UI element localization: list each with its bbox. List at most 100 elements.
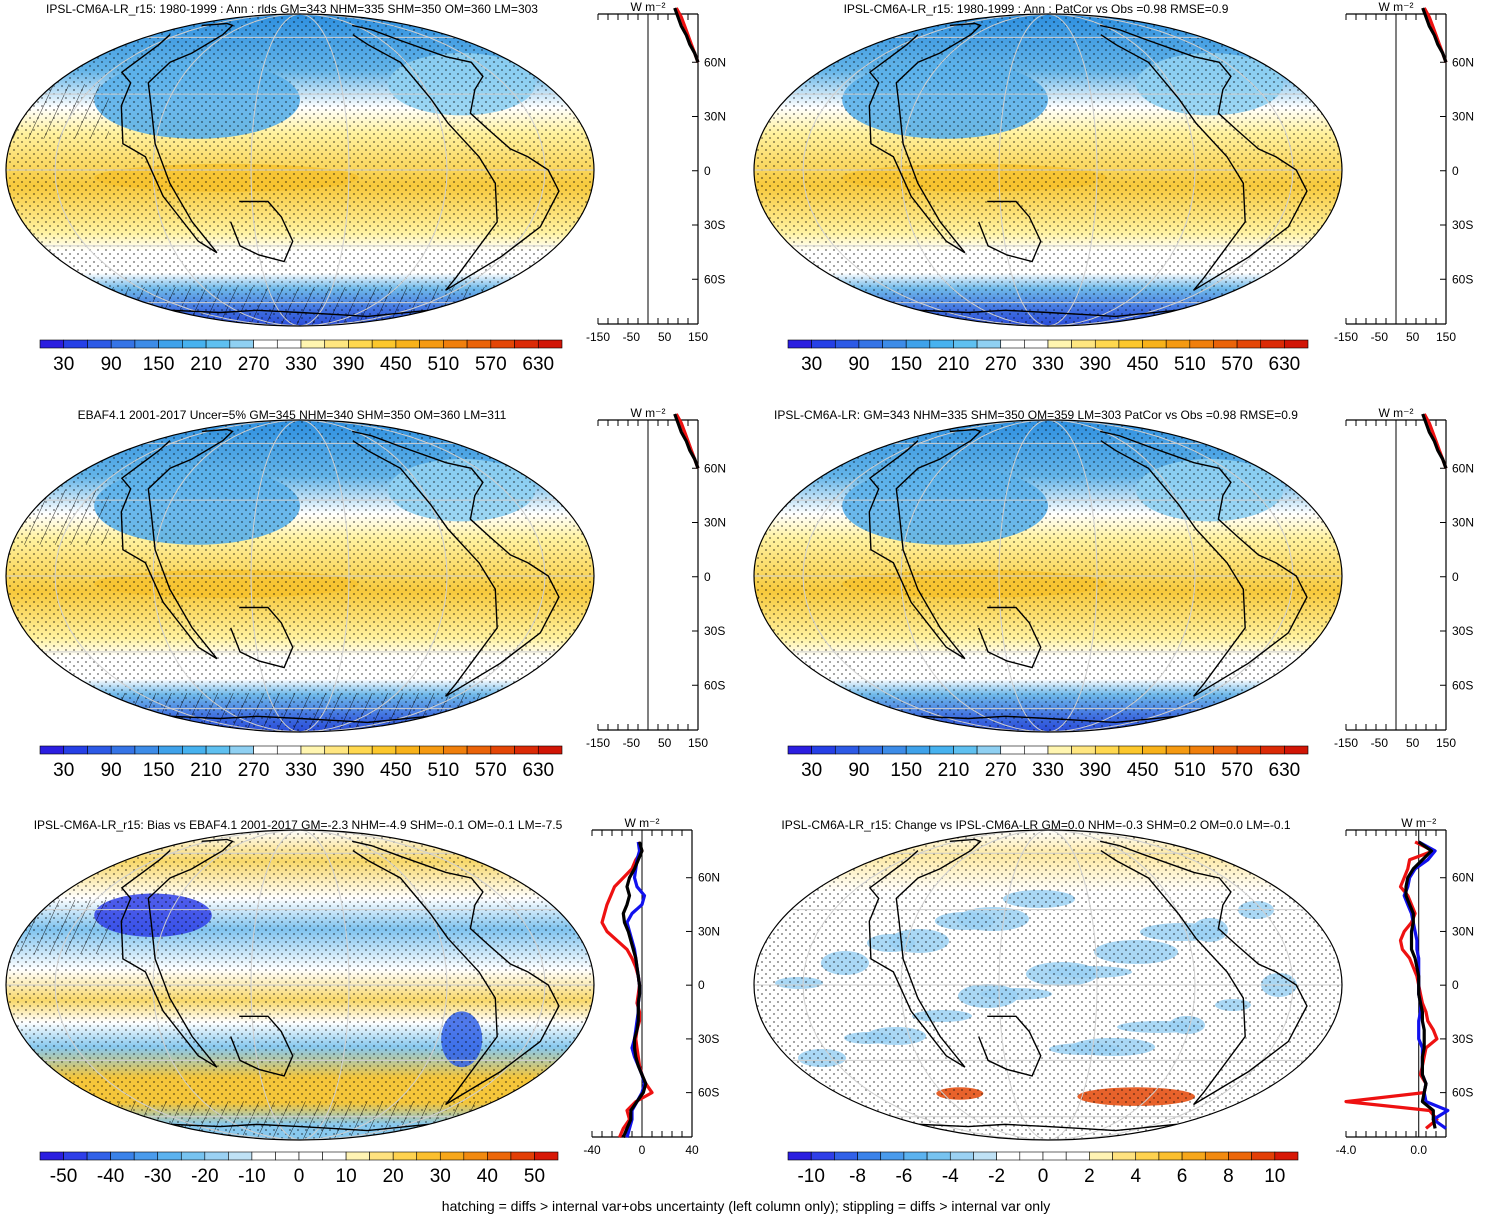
lat-label: 60N: [698, 871, 720, 885]
colorbar-label: 270: [238, 760, 270, 781]
graticule-lon: [900, 420, 1049, 732]
colorbar-swatch: [157, 1151, 182, 1161]
colorbar-swatch: [1024, 745, 1049, 755]
colorbar-swatch: [1047, 339, 1072, 349]
colorbar-swatch: [251, 1151, 276, 1161]
colorbar-swatch: [345, 1151, 370, 1161]
profile-line-black: [673, 413, 700, 469]
colorbar-swatch: [39, 339, 65, 349]
coastline: [120, 22, 234, 254]
colorbar-swatch: [1118, 339, 1143, 349]
colorbar-swatch: [182, 745, 207, 755]
map-border: [5, 419, 595, 733]
profile-xtick-label: -4.0: [1336, 1143, 1357, 1157]
map-border: [5, 13, 595, 327]
profile-xtick-label: -150: [586, 330, 610, 344]
colorbar-swatch: [110, 339, 136, 349]
colorbar-label: 330: [285, 354, 317, 375]
lat-label: 30N: [704, 516, 726, 530]
profile-xtick-label: 0.0: [1410, 1143, 1427, 1157]
zonal-profile: 60N 30N 0 30S 60S -4.0 0.0 W m⁻²: [1336, 816, 1474, 1157]
colorbar-swatch: [300, 339, 326, 349]
lat-label: 30N: [1452, 924, 1474, 938]
colorbar-swatch: [392, 1151, 418, 1161]
lat-label: 60S: [1452, 272, 1473, 286]
colorbar-swatch: [1019, 1151, 1044, 1161]
profile-xtick-label: 40: [685, 1143, 699, 1157]
graticule-lon: [54, 420, 301, 732]
colorbar-label: 570: [1221, 354, 1253, 375]
colorbar-swatch: [348, 339, 373, 349]
colorbar-swatch: [1165, 745, 1191, 755]
profile-xtick-label: 50: [658, 736, 672, 750]
map-panel: [753, 419, 1343, 733]
colorbar-swatch: [858, 339, 883, 349]
map-border: [5, 829, 595, 1141]
profile-unit: W m⁻²: [1379, 406, 1414, 420]
profile-xtick-label: 150: [688, 736, 708, 750]
profile-xtick-label: -150: [586, 736, 610, 750]
colorbar-label: 150: [143, 760, 175, 781]
colorbar-swatch: [1236, 339, 1262, 349]
lat-label: 60N: [1452, 461, 1474, 475]
colorbar-label: 270: [238, 354, 270, 375]
colorbar-label: 510: [428, 760, 460, 781]
colorbar-label: 0: [294, 1166, 305, 1187]
colorbar-swatch: [811, 339, 836, 349]
lat-label: 60N: [1452, 871, 1474, 885]
colorbar-label: -40: [97, 1166, 124, 1187]
colorbar-label: 450: [1127, 760, 1159, 781]
profile-xtick-label: 0: [639, 1143, 646, 1157]
colorbar-swatch: [276, 745, 302, 755]
colorbar-swatch: [1065, 1151, 1090, 1161]
graticule-lon: [299, 830, 448, 1140]
colorbar-swatch: [298, 1151, 323, 1161]
colorbar-swatch: [882, 339, 907, 349]
colorbar-swatch: [926, 1151, 951, 1161]
colorbar-label: 630: [1269, 760, 1301, 781]
colorbar-swatch: [953, 745, 978, 755]
colorbar-swatch: [834, 1151, 858, 1161]
coastline: [868, 22, 982, 254]
colorbar-label: 330: [1032, 354, 1064, 375]
colorbar-label: 210: [938, 354, 970, 375]
colorbar-swatch: [929, 339, 954, 349]
lat-label: 30S: [1452, 218, 1473, 232]
colorbar-swatch: [253, 745, 278, 755]
coastline: [171, 715, 429, 724]
graticule-lon: [299, 420, 448, 732]
lat-label: 0: [1452, 570, 1459, 584]
colorbar-swatch: [229, 339, 254, 349]
colorbar-label: 30: [801, 354, 822, 375]
colorbar-swatch: [416, 1151, 441, 1161]
colorbar-swatch: [1112, 1151, 1137, 1161]
colorbar-swatch: [276, 339, 302, 349]
colorbar: 30 90 150 210 270 330 390 450 510 570 630: [39, 339, 563, 375]
colorbar-swatch: [905, 339, 931, 349]
map-field: [6, 420, 594, 732]
colorbar-swatch: [110, 1151, 135, 1161]
profile-line-black: [1404, 840, 1437, 1129]
profile-xtick-label: -50: [623, 330, 641, 344]
colorbar-label: 8: [1223, 1166, 1234, 1187]
colorbar-swatch: [1158, 1151, 1183, 1161]
colorbar-swatch: [976, 339, 1002, 349]
graticule-lon: [998, 14, 1049, 326]
colorbar-swatch: [158, 339, 183, 349]
graticule-lon: [250, 830, 301, 1140]
colorbar-label: 30: [801, 760, 822, 781]
colorbar-swatch: [324, 745, 349, 755]
coastline: [1100, 840, 1308, 1106]
colorbar: 30 90 150 210 270 330 390 450 510 570 630: [787, 339, 1309, 375]
lat-label: 60S: [704, 272, 725, 286]
colorbar-label: 30: [53, 760, 74, 781]
colorbar-label: 630: [522, 354, 554, 375]
graticule-lon: [152, 830, 301, 1140]
colorbar-swatch: [443, 339, 468, 349]
colorbar-swatch: [882, 745, 907, 755]
colorbar-swatch: [537, 745, 563, 755]
colorbar-swatch: [419, 339, 444, 349]
colorbar-swatch: [810, 1151, 835, 1161]
colorbar-swatch: [1189, 745, 1214, 755]
